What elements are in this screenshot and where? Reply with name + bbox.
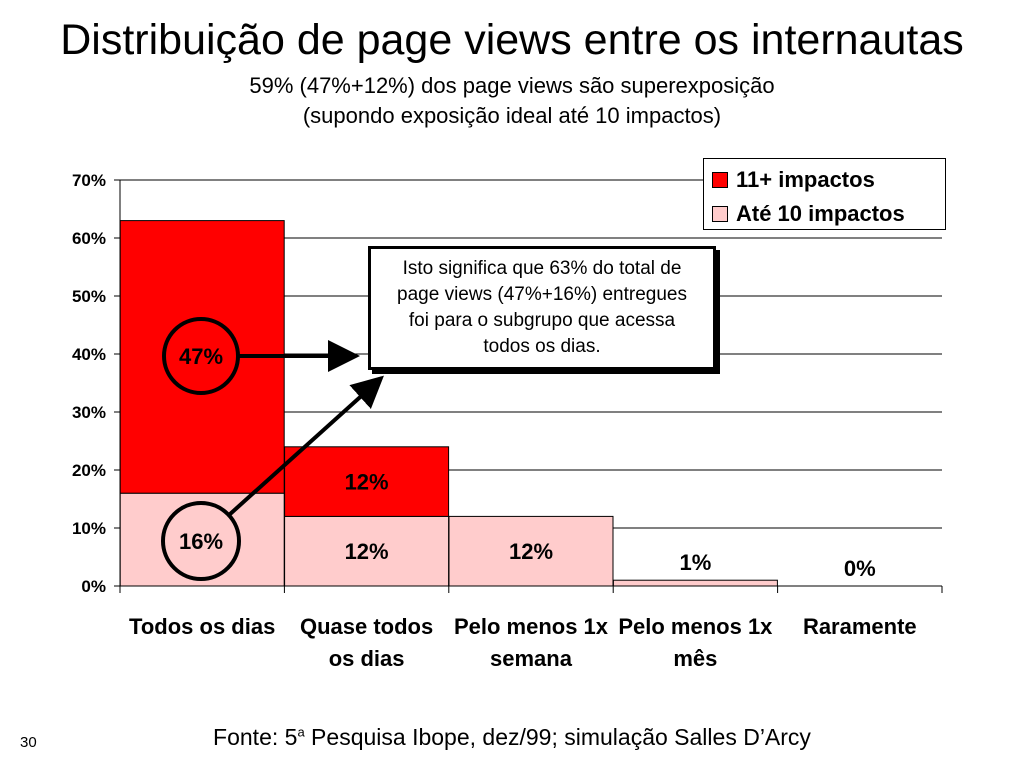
slide-subtitle-line-1: 59% (47%+12%) dos page views são superex… <box>249 73 775 98</box>
legend-item-ate-10: Até 10 impactos <box>712 201 905 227</box>
x-category-label: Raramente <box>802 614 917 639</box>
footer-suffix: Pesquisa Ibope, dez/99; simulação Salles… <box>304 724 811 750</box>
y-tick-label: 60% <box>72 229 106 248</box>
data-label-11-plus: 12% <box>345 470 389 495</box>
slide-subtitle-line-2: (supondo exposição ideal até 10 impactos… <box>302 103 722 128</box>
x-category-label: Pelo menos 1x semana <box>453 614 609 671</box>
slide-number: 30 <box>20 734 37 751</box>
bar-ate-10-impactos <box>448 515 614 587</box>
bar-ate-10-impactos <box>284 515 450 587</box>
highlight-circle-16 <box>161 501 241 581</box>
y-tick-label: 40% <box>72 345 106 364</box>
x-category-label: Pelo menos 1x mês <box>618 614 773 671</box>
bar-ate-10-impactos <box>119 492 285 587</box>
slide-title: Distribuição de page views entre os inte… <box>60 16 964 64</box>
bar-11-plus-impactos <box>284 446 450 517</box>
y-tick-label: 30% <box>72 403 106 422</box>
x-category-label: Quase todos os dias <box>299 614 434 671</box>
legend-swatch-ate-10 <box>712 206 728 222</box>
callout-text: Isto significa que 63% do total de page … <box>397 258 687 357</box>
data-label-ate-10: 0% <box>844 556 876 581</box>
data-label-ate-10: 1% <box>680 550 712 575</box>
callout-box: Isto significa que 63% do total de page … <box>368 246 716 370</box>
legend-label-11-plus: 11+ impactos <box>736 167 875 192</box>
data-label-11-plus: 47% <box>179 344 223 369</box>
x-category-label: Todos os dias <box>129 614 276 639</box>
chart-legend: 11+ impactos Até 10 impactos <box>703 158 946 230</box>
y-tick-label: 70% <box>72 171 106 190</box>
y-tick-label: 50% <box>72 287 106 306</box>
y-tick-label: 0% <box>81 577 106 596</box>
bar-ate-10-impactos <box>612 579 778 587</box>
y-tick-label: 10% <box>72 519 106 538</box>
legend-item-11-plus: 11+ impactos <box>712 167 875 193</box>
arrow-16-to-callout <box>227 375 384 517</box>
data-label-ate-10: 16% <box>179 529 223 554</box>
footer-prefix: Fonte: 5 <box>213 724 298 750</box>
footer-superscript: a <box>297 724 305 740</box>
legend-swatch-11-plus <box>712 172 728 188</box>
data-label-ate-10: 12% <box>345 539 389 564</box>
source-footnote: Fonte: 5a Pesquisa Ibope, dez/99; simula… <box>0 722 1024 752</box>
y-tick-label: 20% <box>72 461 106 480</box>
data-label-ate-10: 12% <box>509 539 553 564</box>
legend-label-ate-10: Até 10 impactos <box>736 201 905 226</box>
